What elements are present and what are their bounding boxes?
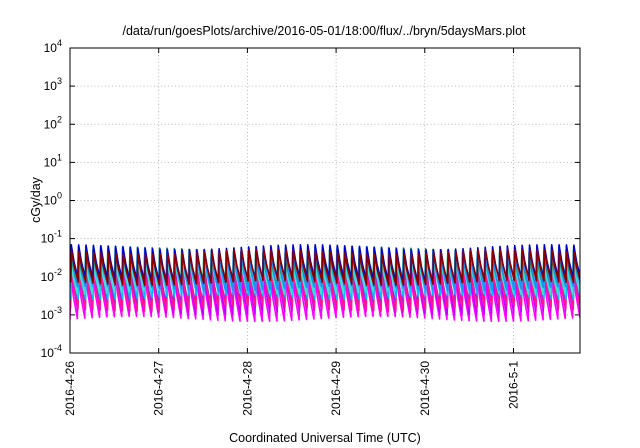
y-tick-labels: 10-4 10-3 10-2 10-1 100 101 102 103 104 [41, 38, 62, 360]
chart-title: /data/run/goesPlots/archive/2016-05-01/1… [122, 24, 526, 38]
series-line [70, 248, 580, 287]
x-axis-label: Coordinated Universal Time (UTC) [229, 431, 421, 445]
x-tick-label: 2016-4-30 [418, 361, 432, 416]
plot-frame [69, 47, 581, 354]
x-tick-label: 2016-4-28 [240, 361, 254, 416]
y-tick-label: 101 [44, 152, 62, 169]
x-tick-label: 2016-4-26 [63, 361, 77, 416]
x-tick-label: 2016-4-29 [329, 361, 343, 416]
y-tick-label: 104 [44, 38, 62, 55]
x-tick-label: 2016-4-27 [152, 361, 166, 416]
y-axis-label: cGy/day [29, 176, 43, 223]
y-tick-label: 103 [44, 76, 62, 93]
y-tick-label: 100 [44, 191, 62, 208]
series-line [70, 255, 580, 296]
series-group [70, 243, 580, 323]
series-line [70, 268, 580, 312]
series-line [70, 270, 580, 323]
x-tick-labels: 2016-4-26 2016-4-27 2016-4-28 2016-4-29 2016… [63, 361, 520, 416]
y-tick-label: 10-2 [41, 267, 62, 284]
y-tick-label: 10-1 [41, 229, 62, 246]
y-tick-label: 102 [44, 114, 62, 131]
y-tick-label: 10-4 [41, 343, 62, 360]
x-tick-label: 2016-5-1 [506, 361, 520, 409]
y-tick-label: 10-3 [41, 305, 62, 322]
